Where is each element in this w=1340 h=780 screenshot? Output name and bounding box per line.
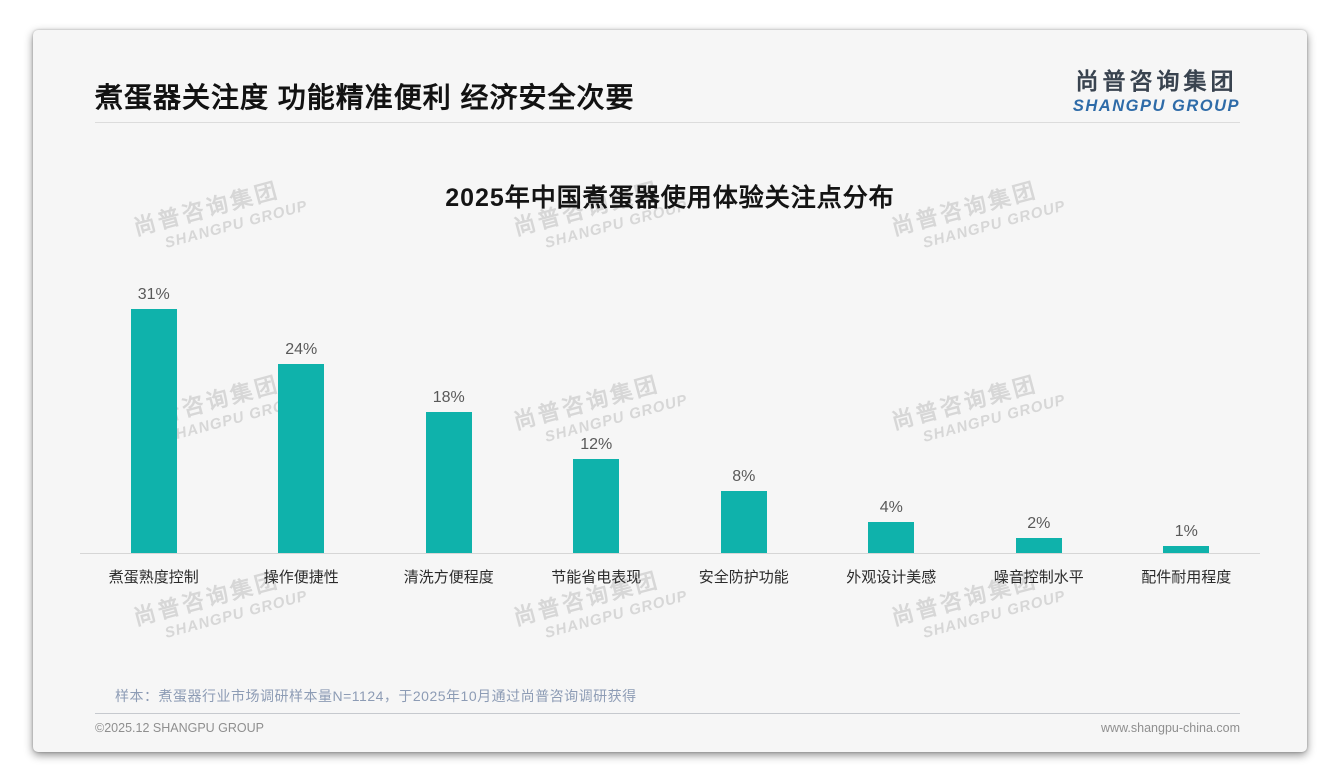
bar-column: 18% 清洗方便程度: [375, 280, 523, 586]
bar-column: 8% 安全防护功能: [670, 280, 818, 586]
bar-column: 31% 煮蛋熟度控制: [80, 280, 228, 586]
bar-column: 2% 噪音控制水平: [965, 280, 1113, 586]
bar-column: 4% 外观设计美感: [818, 280, 966, 586]
sample-note: 样本：煮蛋器行业市场调研样本量N=1124，于2025年10月通过尚普咨询调研获…: [115, 688, 637, 704]
footer-divider: [95, 713, 1240, 714]
slide-card: 尚普咨询集团 SHANGPU GROUP 尚普咨询集团 SHANGPU GROUP 尚普…: [33, 30, 1307, 752]
bar-value-label: 8%: [732, 467, 756, 485]
logo-text-en: SHANGPU GROUP: [1072, 97, 1240, 115]
website-url: www.shangpu-china.com: [1101, 721, 1240, 735]
watermark-text-en: SHANGPU GROUP: [543, 587, 690, 642]
bar: [425, 411, 472, 554]
logo-text-cn: 尚普咨询集团: [1075, 68, 1238, 94]
category-label: 节能省电表现: [551, 569, 642, 586]
category-label: 配件耐用程度: [1141, 569, 1232, 586]
bar-column: 1% 配件耐用程度: [1113, 280, 1261, 586]
category-label: 外观设计美感: [846, 569, 937, 586]
plot-area: 31% 煮蛋熟度控制 24% 操作便捷性 18% 清洗方便程度 12% 节能省电表现 8% 安全防…: [80, 280, 1261, 586]
category-label: 清洗方便程度: [403, 569, 494, 586]
bar-chart: 31% 煮蛋熟度控制 24% 操作便捷性 18% 清洗方便程度 12% 节能省电表现 8% 安全防…: [80, 280, 1260, 590]
bar-value-label: 1%: [1174, 523, 1198, 541]
bar-value-label: 12%: [580, 436, 613, 454]
bar: [278, 364, 325, 554]
category-label: 煮蛋熟度控制: [108, 569, 199, 586]
footer: ©2025.12 SHANGPU GROUP www.shangpu-china…: [95, 721, 1240, 735]
bar-column: 12% 节能省电表现: [523, 280, 671, 586]
bar: [573, 459, 620, 554]
category-label: 操作便捷性: [263, 569, 339, 586]
bar: [130, 309, 177, 554]
bar: [1015, 538, 1062, 554]
bar-value-label: 31%: [137, 286, 170, 304]
watermark-text-en: SHANGPU GROUP: [163, 587, 310, 642]
x-axis-line: [80, 553, 1260, 554]
watermark-text-en: SHANGPU GROUP: [921, 587, 1068, 642]
bar: [868, 522, 915, 554]
bar-value-label: 2%: [1027, 515, 1051, 533]
chart-title: 2025年中国煮蛋器使用体验关注点分布: [445, 184, 895, 212]
header-divider: [95, 122, 1240, 123]
bar-value-label: 4%: [879, 499, 903, 517]
bar: [720, 490, 767, 554]
page-title: 煮蛋器关注度 功能精准便利 经济安全次要: [95, 82, 635, 113]
bar-column: 24% 操作便捷性: [228, 280, 376, 586]
category-label: 噪音控制水平: [993, 569, 1084, 586]
bar-value-label: 24%: [285, 341, 318, 359]
bar-value-label: 18%: [432, 388, 465, 406]
bar: [1163, 546, 1210, 554]
company-logo: 尚普咨询集团 SHANGPU GROUP: [1073, 62, 1240, 116]
category-label: 安全防护功能: [698, 569, 789, 586]
copyright-text: ©2025.12 SHANGPU GROUP: [95, 721, 264, 735]
